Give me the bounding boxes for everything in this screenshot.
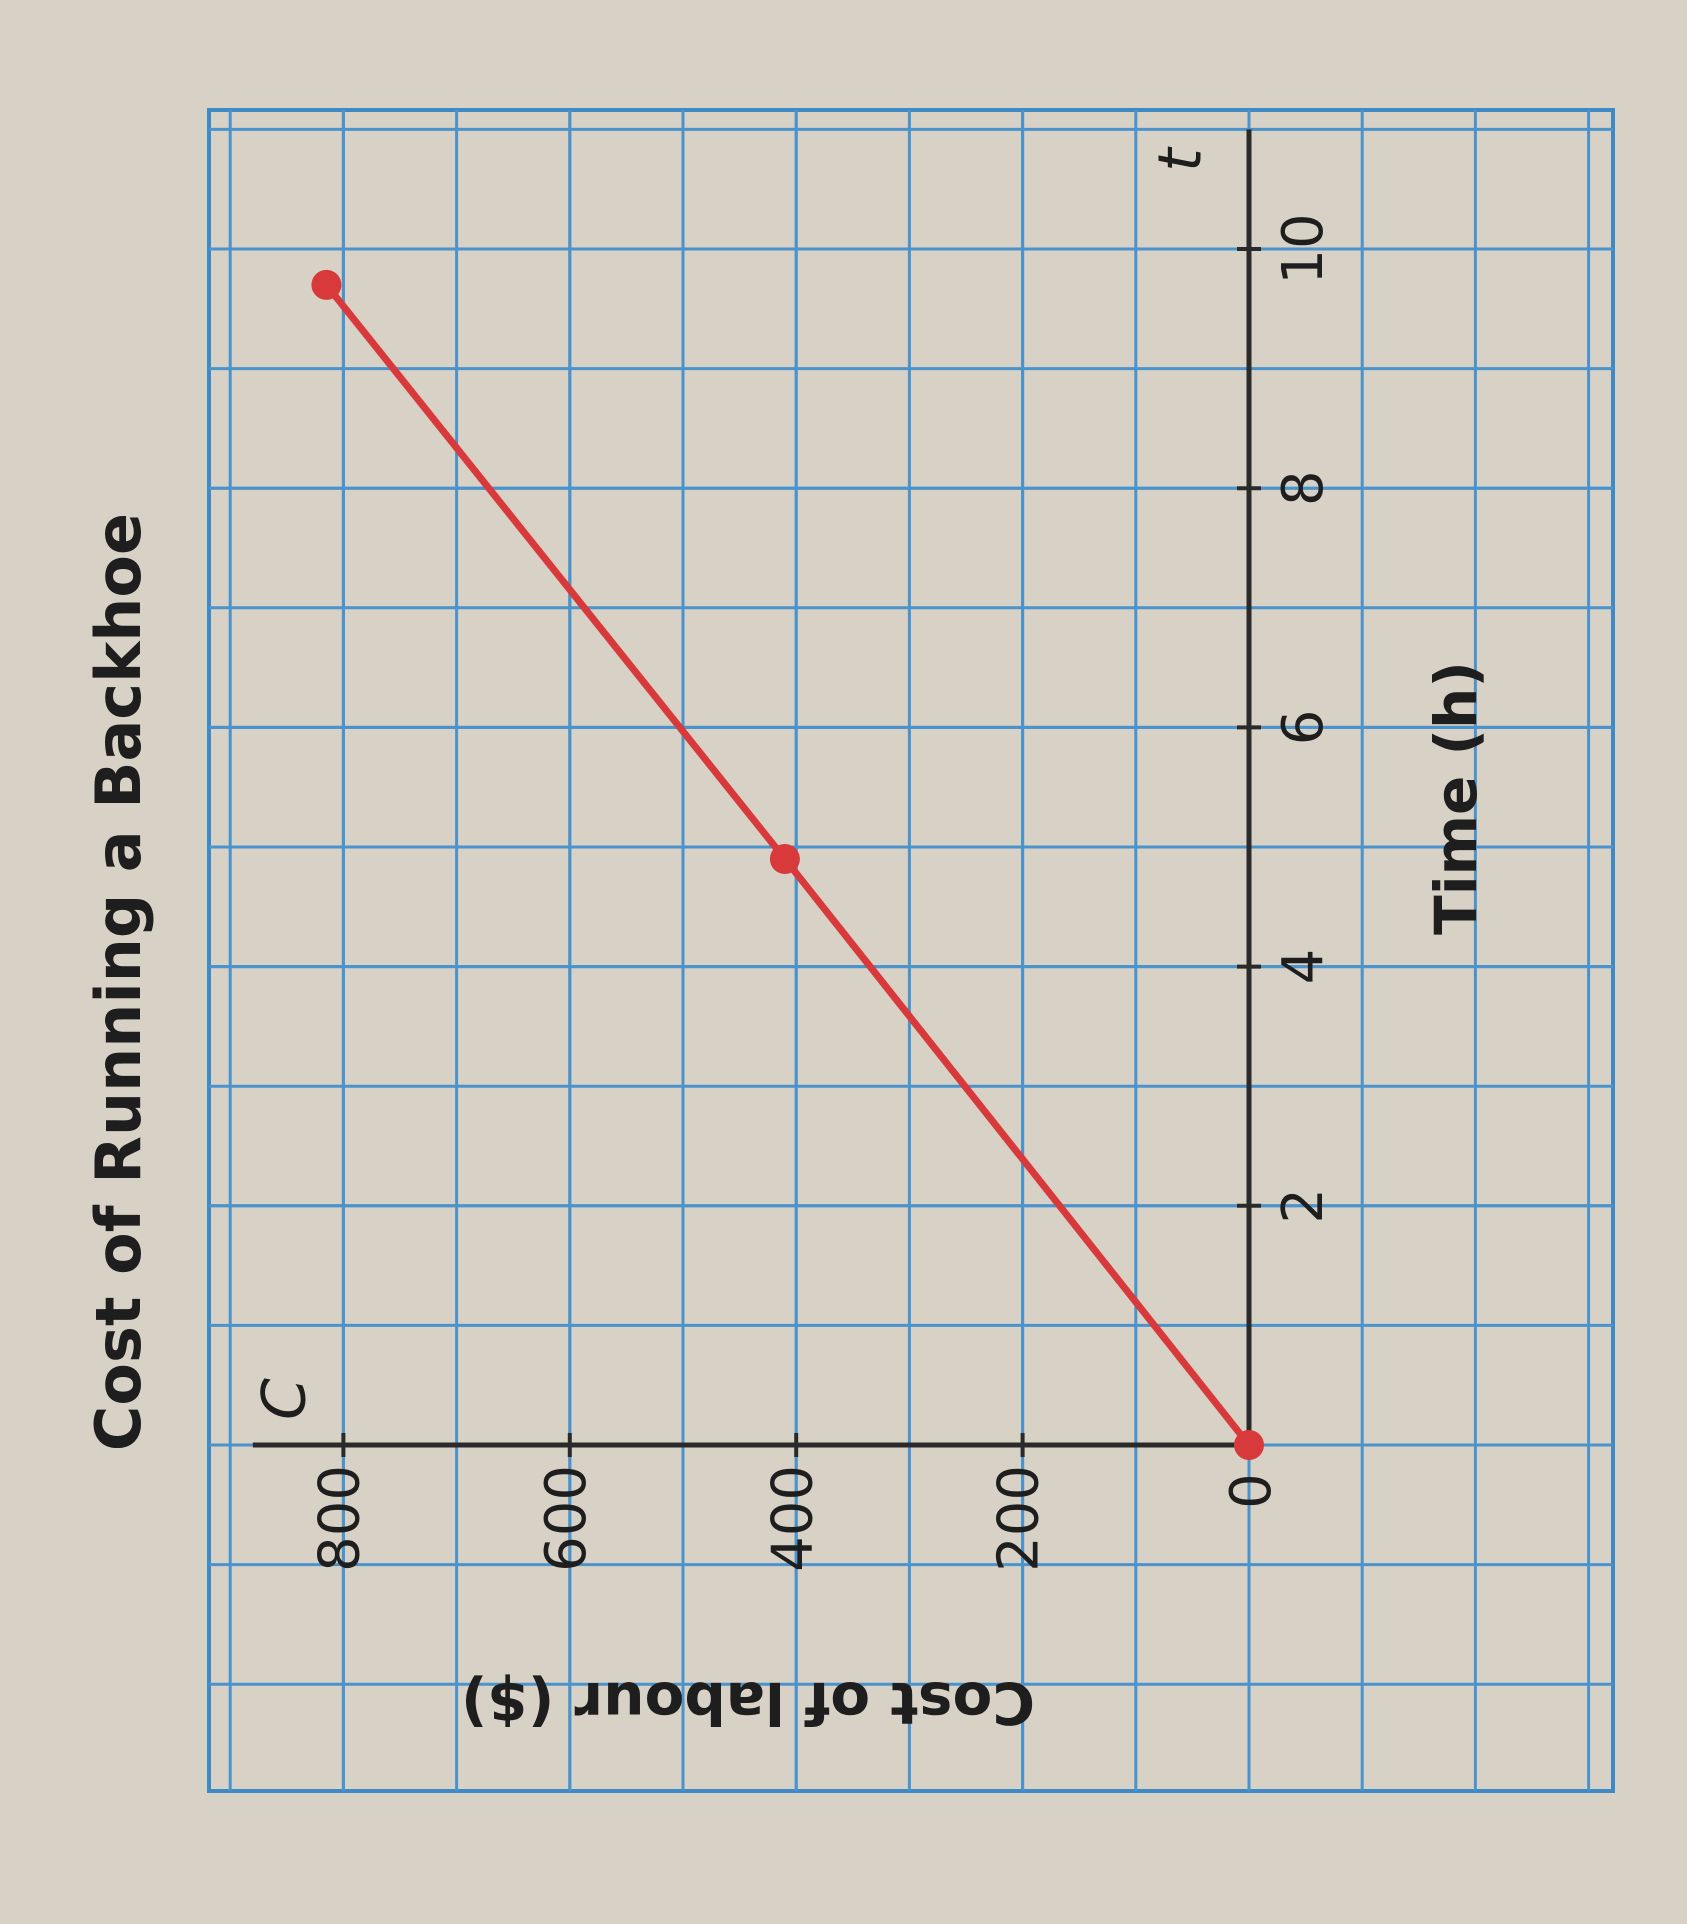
y-tick-label: 400	[760, 1465, 825, 1572]
grid-frame	[207, 108, 1615, 1793]
x-axis-label: Time (h)	[1422, 661, 1490, 935]
origin-label: 0	[1219, 1473, 1284, 1509]
y-tick-label: 800	[308, 1465, 373, 1572]
rotated-chart: Cost of Running a Backhoe Time (h) Cost …	[82, 108, 1615, 1793]
y-tick-label: 600	[534, 1465, 599, 1572]
x-tick-label: 4	[1271, 949, 1336, 985]
x-tick-label: 8	[1271, 470, 1336, 506]
y-tick-label: 200	[987, 1465, 1052, 1572]
data-point	[769, 843, 800, 874]
chart-title: Cost of Running a Backhoe	[82, 513, 155, 1451]
y-axis-symbol: C	[250, 1378, 320, 1420]
data-point	[311, 269, 342, 300]
x-tick-label: 2	[1271, 1188, 1336, 1224]
grid	[207, 108, 1615, 1793]
x-axis-symbol: t	[1146, 146, 1216, 172]
data-point	[1234, 1430, 1264, 1460]
x-tick-label: 6	[1271, 710, 1336, 746]
y-axis-label: Cost of labour ($)	[461, 1669, 1035, 1737]
x-tick-label: 10	[1271, 213, 1336, 284]
